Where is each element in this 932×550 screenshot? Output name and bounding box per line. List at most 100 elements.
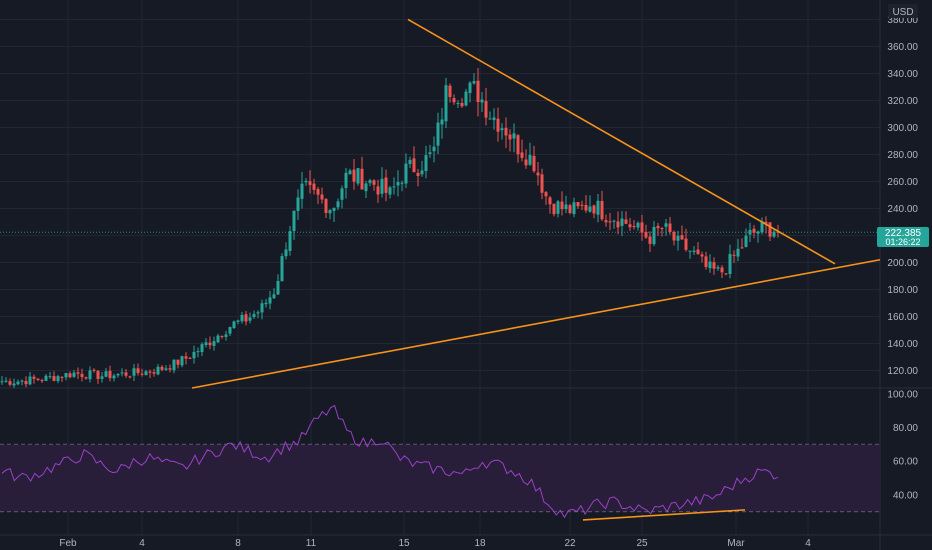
upper-trendline <box>407 18 836 265</box>
candle-body <box>448 85 452 97</box>
candle-body <box>400 182 404 184</box>
candle-body <box>268 297 272 304</box>
candle-body <box>280 256 284 282</box>
candle-body <box>168 368 172 370</box>
candle-body <box>632 226 636 228</box>
candle-body <box>352 169 356 182</box>
candle-body <box>692 250 696 253</box>
candle-body <box>212 341 216 346</box>
candle-body <box>156 366 160 375</box>
candle-body <box>616 221 620 228</box>
candle-body <box>524 159 528 166</box>
candle-body <box>364 183 368 192</box>
x-tick-label: 25 <box>636 538 648 549</box>
x-tick-label: Feb <box>59 538 77 549</box>
candle-body <box>548 197 552 205</box>
candle-body <box>772 231 776 237</box>
x-tick-label: 22 <box>564 538 576 549</box>
x-tick-label: 4 <box>805 538 811 549</box>
candle-body <box>56 376 60 381</box>
candle-body <box>652 227 656 245</box>
candle-body <box>388 187 392 195</box>
candle-body <box>504 127 508 136</box>
candle-body <box>416 172 420 176</box>
candle-body <box>668 223 672 233</box>
candle-body <box>48 376 52 378</box>
candle-body <box>80 373 84 377</box>
candle-body <box>196 351 200 353</box>
candle-body <box>204 342 208 345</box>
candle-body <box>732 254 736 256</box>
candle-body <box>496 118 500 132</box>
candle-body <box>216 335 220 343</box>
candle-body <box>100 376 104 379</box>
candle-body <box>28 376 32 385</box>
price-tick-label: 380.00 <box>887 15 918 26</box>
candle-body <box>96 370 100 379</box>
candle-body <box>628 224 632 228</box>
candle-body <box>468 82 472 94</box>
candle-body <box>764 221 768 224</box>
price-tick-label: 300.00 <box>887 123 918 134</box>
candle-body <box>252 314 256 317</box>
candle-body <box>184 356 188 359</box>
trendlines <box>191 18 881 521</box>
rsi-tick-label: 80.00 <box>893 423 918 434</box>
candle-body <box>412 158 416 173</box>
candle-body <box>140 373 144 375</box>
candle-body <box>300 183 304 199</box>
price-tick-label: 320.00 <box>887 96 918 107</box>
candle-body <box>288 231 292 251</box>
candle-body <box>516 135 520 155</box>
candle-body <box>580 204 584 206</box>
candle-body <box>428 152 432 154</box>
candle-body <box>660 228 664 230</box>
candle-body <box>16 381 20 385</box>
currency-badge[interactable] <box>888 4 918 18</box>
candle-body <box>644 231 648 238</box>
candle-body <box>624 219 628 224</box>
price-tick-label: 160.00 <box>887 312 918 323</box>
candle-body <box>684 238 688 250</box>
candle-body <box>120 372 124 374</box>
candle-body <box>396 182 400 186</box>
price-tick-label: 340.00 <box>887 69 918 80</box>
candle-body <box>392 186 396 188</box>
rsi-line <box>1 404 779 519</box>
candle-body <box>488 118 492 120</box>
price-tick-label: 120.00 <box>887 366 918 377</box>
candle-body <box>708 261 712 269</box>
price-tick-label: 280.00 <box>887 150 918 161</box>
candle-body <box>680 235 684 240</box>
candle-body <box>224 334 228 337</box>
candle-body <box>484 101 488 118</box>
candle-body <box>464 91 468 106</box>
candle-body <box>376 186 380 195</box>
candle-body <box>40 380 44 382</box>
candle-body <box>756 231 760 234</box>
candle-body <box>332 207 336 211</box>
candle-body <box>312 183 316 190</box>
rsi-tick-label: 60.00 <box>893 457 918 468</box>
candle-body <box>636 222 640 228</box>
candle-body <box>552 203 556 215</box>
candle-body <box>188 357 192 359</box>
candle-body <box>560 201 564 210</box>
candle-body <box>128 376 132 378</box>
candle-body <box>600 200 604 220</box>
candle-body <box>0 381 4 383</box>
candle-body <box>360 168 364 190</box>
candle-body <box>564 204 568 210</box>
candle-body <box>408 159 412 165</box>
x-tick-label: 8 <box>235 538 241 549</box>
candle-body <box>340 188 344 200</box>
candle-body <box>512 133 516 139</box>
rsi-polyline <box>1 404 779 519</box>
candle-body <box>740 247 744 249</box>
price-tick-label: 140.00 <box>887 339 918 350</box>
candle-body <box>688 250 692 252</box>
candle-body <box>596 200 600 215</box>
candle-body <box>700 254 704 257</box>
candle-body <box>572 202 576 215</box>
